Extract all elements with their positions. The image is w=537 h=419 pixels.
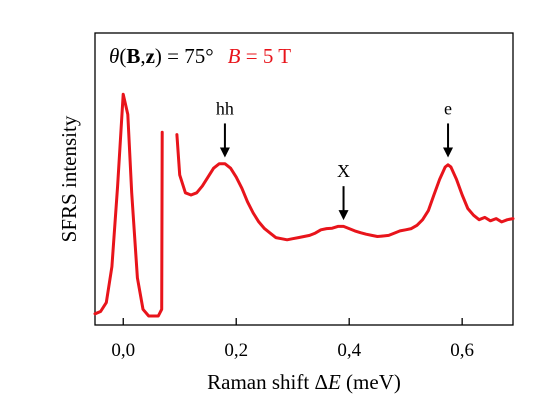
plot-frame	[94, 32, 514, 326]
title-B: B	[126, 44, 140, 68]
title-field-B: B	[228, 44, 241, 68]
title-comma: ,	[140, 44, 145, 68]
series-line-segment-2	[175, 133, 515, 242]
annotation-arrow-head-e	[443, 147, 454, 158]
x-tick-label: 0,2	[224, 340, 248, 361]
x-axis-label-unit: (meV)	[341, 370, 401, 394]
x-axis-label-variable: E	[327, 370, 341, 394]
annotation-label-x: X	[337, 161, 350, 181]
annotation-label-hh: hh	[216, 98, 234, 118]
annotation-arrow-head-hh	[219, 147, 230, 158]
x-tick-label: 0,4	[337, 340, 361, 361]
series-layer	[93, 92, 515, 318]
title-theta: θ	[109, 44, 119, 68]
x-axis-label-prefix: Raman shift Δ	[207, 370, 328, 394]
x-tick-label: 0,6	[450, 340, 474, 361]
series-line-segment-1	[93, 92, 164, 318]
x-ticks: 0,0 0,2 0,4 0,6	[111, 318, 474, 361]
title-angle: ) = 75°	[155, 44, 214, 68]
x-axis-label: Raman shift ΔE (meV)	[207, 370, 401, 394]
annotation-arrow-head-x	[338, 210, 349, 221]
y-axis-label: SFRS intensity	[57, 115, 81, 242]
annotation-label-e: e	[444, 98, 452, 118]
x-tick-label: 0,0	[111, 340, 135, 361]
title-z: z	[146, 44, 155, 68]
title-open-paren: (	[119, 44, 126, 68]
annotation-layer: hh Xe	[216, 98, 454, 221]
title-field-value: = 5 T	[240, 44, 291, 68]
chart-title: θ(B,z) = 75° B = 5 T	[109, 44, 291, 68]
